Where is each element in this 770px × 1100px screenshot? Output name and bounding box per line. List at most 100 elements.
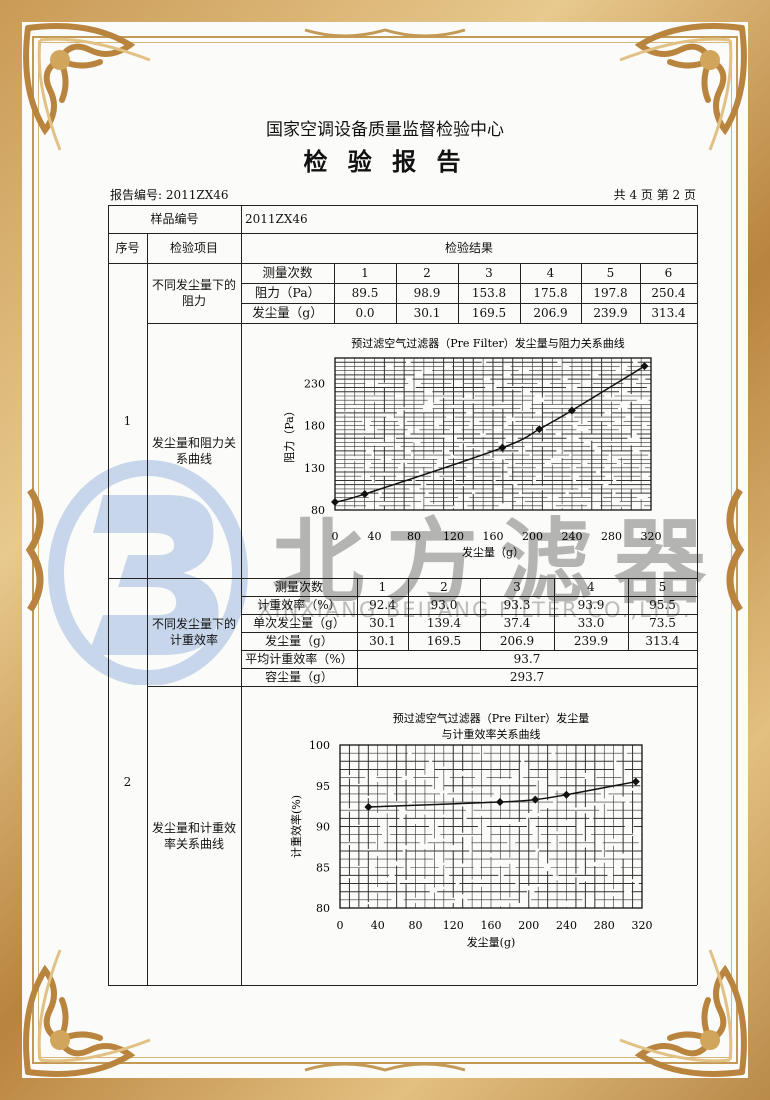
data-cell: 175.8 bbox=[533, 286, 568, 300]
data-cell: 0.0 bbox=[355, 306, 375, 320]
x-axis-label: 发尘量(g) bbox=[467, 935, 516, 949]
report-number: 报告编号: 2011ZX46 bbox=[110, 188, 229, 202]
table-rule bbox=[396, 263, 397, 323]
x-tick-label: 160 bbox=[483, 530, 504, 543]
row-label: 测量次数 bbox=[262, 265, 313, 280]
x-axis-label: 发尘量（g） bbox=[462, 545, 524, 559]
data-cell: 3 bbox=[513, 580, 521, 594]
data-point bbox=[498, 443, 507, 452]
x-tick-label: 120 bbox=[443, 530, 464, 543]
data-cell: 98.9 bbox=[413, 286, 441, 300]
table-rule bbox=[241, 596, 697, 597]
row-label: 平均计重效率（%） bbox=[245, 652, 353, 666]
watermark-company-en: XINXIANG BEIFANG FILTER CO.,LTD. bbox=[258, 598, 692, 622]
table-rule bbox=[241, 578, 242, 686]
data-cell: 30.1 bbox=[369, 616, 396, 630]
data-cell: 93.0 bbox=[430, 598, 458, 612]
x-tick-label: 320 bbox=[641, 530, 662, 543]
certificate-page bbox=[22, 22, 748, 1078]
data-cell: 153.8 bbox=[471, 286, 507, 300]
x-tick-label: 120 bbox=[443, 919, 464, 932]
data-point bbox=[331, 497, 339, 506]
table-rule bbox=[241, 668, 697, 669]
x-tick-label: 80 bbox=[409, 919, 423, 932]
x-tick-label: 0 bbox=[337, 919, 344, 932]
data-point bbox=[364, 802, 373, 811]
table-rule bbox=[408, 578, 409, 650]
chart-title: 预过滤空气过滤器（Pre Filter）发尘量与阻力关系曲线 bbox=[351, 336, 625, 350]
data-point bbox=[567, 406, 576, 415]
table-rule bbox=[334, 263, 335, 323]
y-tick-label: 130 bbox=[304, 462, 325, 475]
column-header-result: 检验结果 bbox=[444, 241, 493, 255]
y-tick-label: 80 bbox=[316, 902, 330, 915]
y-tick-label: 180 bbox=[304, 420, 325, 433]
data-cell: 33.0 bbox=[577, 616, 605, 630]
table-rule bbox=[640, 263, 641, 323]
table-rule bbox=[554, 578, 555, 650]
data-point bbox=[562, 790, 571, 799]
data-point bbox=[495, 798, 504, 807]
y-tick-label: 100 bbox=[309, 739, 330, 752]
x-tick-label: 40 bbox=[368, 530, 382, 543]
x-tick-label: 240 bbox=[556, 919, 577, 932]
sample-number-label: 样品编号 bbox=[150, 212, 199, 226]
data-cell: 6 bbox=[664, 266, 673, 280]
table-rule bbox=[241, 632, 697, 633]
average-efficiency-value: 93.7 bbox=[513, 652, 541, 666]
data-cell: 4 bbox=[546, 266, 555, 280]
data-cell: 206.9 bbox=[533, 306, 568, 320]
table-rule bbox=[108, 233, 697, 234]
table-rule bbox=[581, 263, 582, 323]
data-point bbox=[535, 425, 544, 434]
data-cell: 92.4 bbox=[369, 598, 396, 612]
table-rule bbox=[241, 323, 697, 324]
item-label: 发尘量和计重效率关系曲线 bbox=[152, 820, 237, 851]
data-cell: 206.9 bbox=[499, 634, 535, 648]
y-tick-label: 85 bbox=[316, 861, 330, 874]
data-cell: 169.5 bbox=[426, 634, 462, 648]
page-info: 共 4 页 第 2 页 bbox=[613, 188, 696, 202]
data-cell: 30.1 bbox=[369, 634, 396, 648]
data-cell: 2 bbox=[423, 266, 431, 280]
data-cell: 73.5 bbox=[649, 616, 676, 630]
table-rule bbox=[697, 263, 698, 323]
table-rule bbox=[241, 303, 697, 304]
x-tick-label: 160 bbox=[481, 919, 502, 932]
item-label: 不同发尘量下的计重效率 bbox=[152, 617, 237, 647]
data-cell: 5 bbox=[606, 266, 615, 280]
table-rule bbox=[697, 578, 698, 686]
x-tick-label: 200 bbox=[518, 919, 539, 932]
organization-name: 国家空调设备质量监督检验中心 bbox=[266, 120, 504, 140]
table-rule bbox=[241, 686, 697, 687]
item-number: 2 bbox=[123, 774, 132, 789]
data-point bbox=[531, 795, 540, 804]
table-rule bbox=[520, 263, 521, 323]
y-tick-label: 95 bbox=[316, 780, 330, 793]
y-tick-label: 80 bbox=[311, 504, 325, 517]
data-point bbox=[640, 362, 649, 371]
x-tick-label: 40 bbox=[371, 919, 385, 932]
item-label: 发尘量和阻力关系曲线 bbox=[152, 435, 237, 466]
data-cell: 1 bbox=[361, 266, 369, 280]
item-number: 1 bbox=[123, 413, 132, 428]
x-tick-label: 280 bbox=[601, 530, 622, 543]
table-rule bbox=[241, 263, 242, 323]
data-point bbox=[631, 777, 640, 786]
sample-number-value: 2011ZX46 bbox=[245, 212, 308, 226]
row-label: 测量次数 bbox=[274, 580, 323, 594]
x-tick-label: 80 bbox=[407, 530, 421, 543]
data-cell: 313.4 bbox=[651, 306, 686, 320]
table-rule bbox=[108, 205, 109, 985]
table-rule bbox=[458, 263, 459, 323]
table-rule bbox=[108, 205, 697, 206]
